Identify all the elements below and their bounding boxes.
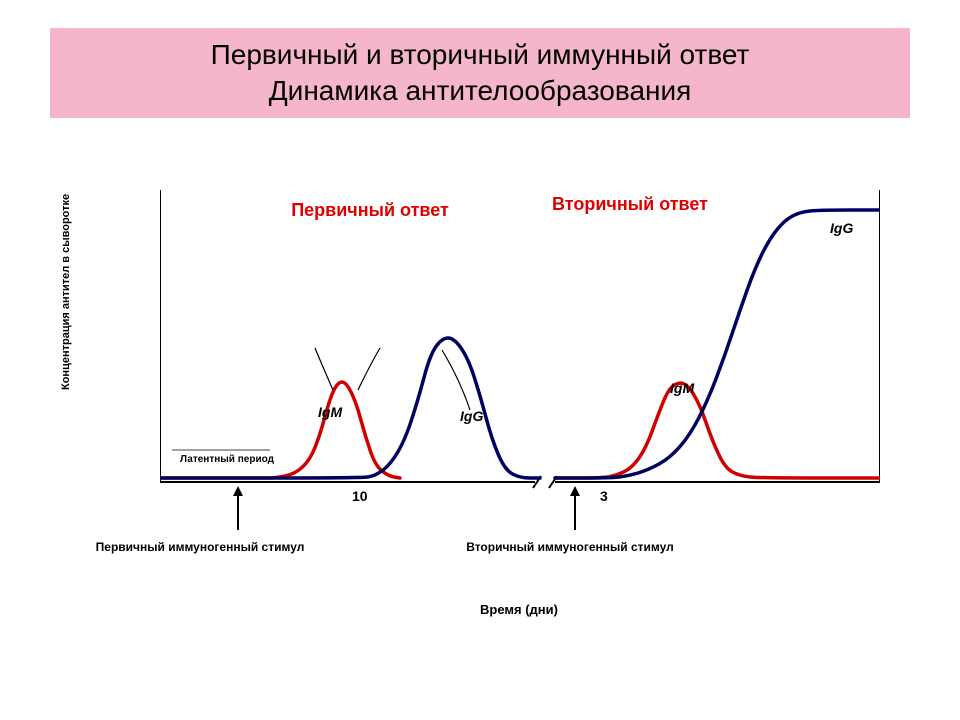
secondary-response-label: Вторичный ответ — [550, 194, 710, 215]
tick-10: 10 — [352, 488, 368, 504]
plot-svg — [160, 190, 880, 550]
igm-secondary-label: IgM — [670, 380, 694, 396]
secondary-stimulus-label: Вторичный иммуногенный стимул — [450, 540, 690, 556]
y-axis-label: Концентрация антител в сыворотке — [60, 194, 72, 390]
tick-3: 3 — [600, 488, 608, 504]
latent-period-label: Латентный период — [180, 454, 274, 465]
plot-area: Первичный ответ Вторичный ответ Латентны… — [160, 190, 880, 490]
chart-container: Концентрация антител в сыворотке Первичн… — [70, 190, 890, 620]
primary-response-label: Первичный ответ — [290, 200, 450, 221]
primary-stimulus-label: Первичный иммуногенный стимул — [90, 540, 310, 556]
igm-primary-label: IgM — [318, 404, 342, 420]
igg-primary-label: IgG — [460, 408, 483, 424]
title-bar: Первичный и вторичный иммунный ответДина… — [50, 28, 910, 118]
igg-secondary-label: IgG — [830, 220, 853, 236]
title-text: Первичный и вторичный иммунный ответДина… — [211, 37, 750, 110]
x-axis-title: Время (дни) — [480, 602, 558, 617]
